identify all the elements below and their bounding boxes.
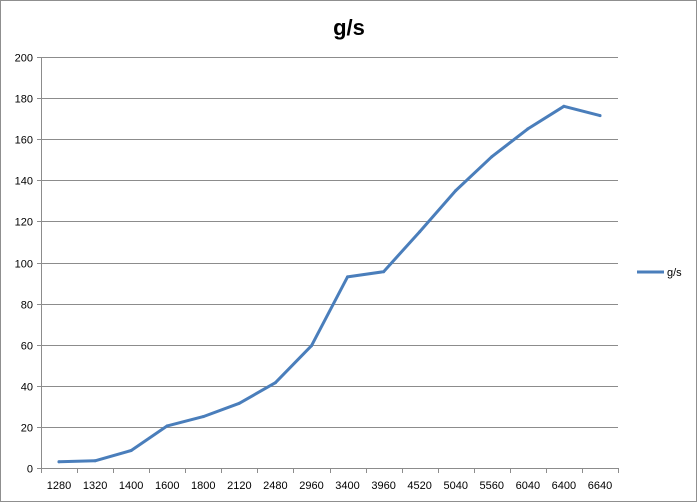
x-tick-label: 5560: [480, 480, 504, 492]
y-tick-label: 80: [21, 300, 33, 312]
data-point: [57, 460, 61, 464]
x-tick-label: 1320: [83, 480, 107, 492]
data-point: [454, 189, 458, 193]
y-tick-label: 100: [15, 259, 33, 271]
x-tick-label: 2480: [263, 480, 287, 492]
data-point: [526, 127, 530, 131]
y-tick-label: 200: [15, 53, 33, 65]
data-point: [562, 104, 566, 108]
series-line: [57, 104, 602, 464]
x-tick-label: 2120: [227, 480, 251, 492]
x-tick-label: 6400: [552, 480, 576, 492]
data-point: [490, 155, 494, 159]
series-layer: [57, 104, 602, 464]
gridlines: [41, 57, 618, 428]
data-point: [93, 459, 97, 463]
data-point: [310, 344, 313, 348]
y-tick-label: 20: [21, 423, 33, 435]
data-point: [129, 449, 133, 452]
data-point: [201, 415, 205, 419]
y-tick-label: 160: [15, 135, 33, 147]
data-point: [237, 401, 241, 405]
x-tick-label: 3400: [335, 480, 359, 492]
x-tick-label: 1280: [47, 480, 71, 492]
y-tick-label: 40: [21, 382, 33, 394]
x-tick-label: 1600: [155, 480, 179, 492]
x-tick-label: 4520: [407, 480, 431, 492]
y-axis-tick-labels: 0 20 40 60 80 100 120 140 160 180 200: [15, 53, 33, 476]
data-point: [598, 114, 602, 118]
x-tick-label: 6040: [516, 480, 540, 492]
data-point: [382, 270, 386, 274]
data-point: [418, 230, 422, 234]
x-tick-label: 1800: [191, 480, 215, 492]
y-tick-label: 180: [15, 94, 33, 106]
x-tick-label: 5040: [443, 480, 467, 492]
data-point: [273, 381, 277, 385]
y-tick-label: 60: [21, 341, 33, 353]
y-tick-label: 0: [27, 464, 33, 476]
x-tick-label: 3960: [371, 480, 395, 492]
x-tick-label: 1400: [119, 480, 143, 492]
y-tick-label: 120: [15, 217, 33, 229]
axes: [37, 57, 619, 473]
legend: g/s: [637, 267, 682, 279]
x-tick-label: 6640: [588, 480, 612, 492]
y-tick-label: 140: [15, 176, 33, 188]
x-axis-tick-labels: 1280 1320 1400 1600 1800 2120 2480 2960 3400 3960…: [47, 480, 612, 492]
chart-title: g/s: [333, 15, 365, 40]
x-tick-label: 2960: [299, 480, 323, 492]
data-point: [165, 424, 169, 428]
legend-label: g/s: [667, 267, 682, 279]
data-point: [346, 275, 349, 279]
